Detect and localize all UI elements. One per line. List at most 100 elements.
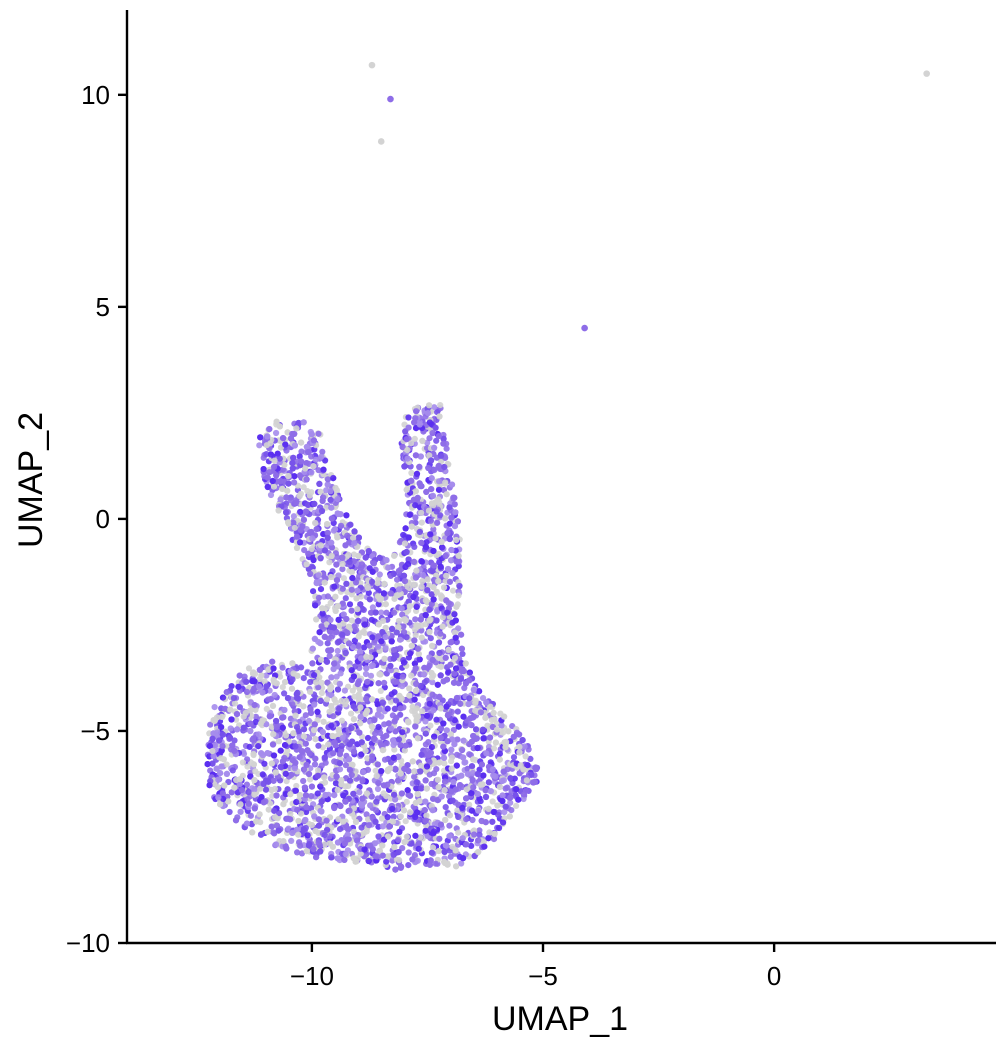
cell-point (396, 586, 403, 593)
cell-point (489, 818, 496, 825)
cell-point (413, 408, 420, 415)
cell-point (314, 790, 321, 797)
cell-point (378, 815, 386, 822)
cell-point (243, 820, 251, 827)
cell-point (270, 665, 277, 672)
cell-point (340, 611, 347, 618)
cell-point (328, 722, 335, 729)
cell-point (324, 521, 331, 528)
cell-point (422, 777, 429, 784)
cell-point (250, 750, 257, 758)
cell-point (401, 747, 408, 754)
cell-point (338, 777, 345, 784)
cell-point (377, 729, 384, 737)
cell-point (426, 402, 433, 409)
cell-point (251, 786, 258, 793)
cell-point (472, 699, 479, 707)
cell-points (204, 402, 541, 873)
cell-point (403, 436, 410, 443)
cell-point (405, 534, 412, 541)
cell-point (288, 837, 295, 845)
cell-point (272, 814, 279, 821)
cell-point (466, 677, 473, 684)
cell-point (337, 670, 344, 677)
cell-point (450, 726, 457, 734)
cell-point (293, 544, 301, 552)
cell-point (346, 601, 354, 608)
cell-point (450, 587, 457, 594)
cell-point (454, 807, 461, 814)
cell-point (206, 743, 214, 750)
cell-point (361, 621, 368, 628)
cell-point (433, 766, 440, 773)
cell-point (458, 645, 465, 652)
cell-point (379, 747, 386, 754)
cell-point (365, 548, 372, 555)
cell-point (330, 475, 337, 482)
cell-point (439, 544, 446, 551)
cell-point (520, 791, 528, 798)
cell-point (402, 525, 409, 532)
cell-point (530, 779, 537, 786)
cell-point (375, 723, 382, 731)
cell-point (452, 634, 459, 641)
cell-point (249, 736, 256, 743)
cell-point (404, 787, 411, 794)
cell-point (369, 753, 376, 760)
cell-point (391, 552, 398, 559)
cell-point (217, 770, 224, 777)
cell-point (522, 753, 529, 760)
cell-point (287, 497, 294, 504)
cell-point (468, 842, 475, 850)
cell-point (337, 826, 344, 833)
cell-point (408, 672, 415, 679)
cell-point (418, 509, 425, 516)
cell-point (519, 737, 526, 744)
cell-point (451, 629, 458, 636)
cell-point (391, 844, 398, 851)
cell-point (405, 862, 412, 869)
cell-point (376, 706, 383, 713)
cell-point (430, 584, 437, 591)
cell-point (356, 649, 364, 656)
cell-point (308, 545, 315, 553)
cell-point (316, 480, 323, 487)
cell-point (395, 836, 402, 844)
cell-point (311, 761, 319, 768)
cell-point (385, 833, 392, 840)
cell-point (251, 777, 258, 784)
cell-point (220, 756, 227, 763)
cell-point (336, 705, 343, 713)
cell-point (230, 695, 237, 702)
cell-point (307, 706, 314, 713)
cell-point (318, 689, 325, 697)
cell-point (413, 705, 420, 712)
cell-point (237, 808, 244, 815)
cell-point (315, 684, 322, 691)
cell-point (408, 440, 415, 447)
cell-point (379, 852, 386, 859)
cell-point (401, 839, 408, 846)
cell-point (282, 679, 289, 686)
cell-point (429, 492, 437, 499)
cell-point (317, 488, 324, 495)
cell-point (283, 494, 290, 501)
cell-point (490, 808, 497, 816)
cell-point (516, 770, 523, 777)
cell-point (307, 529, 314, 536)
cell-point (410, 593, 417, 601)
cell-point (381, 756, 389, 763)
cell-point (313, 616, 320, 623)
cell-point (524, 762, 531, 769)
cell-point (343, 697, 350, 705)
cell-point (260, 799, 267, 806)
cell-point (336, 766, 344, 773)
cell-point (361, 846, 368, 853)
cell-point (350, 855, 357, 862)
cell-point (459, 650, 466, 658)
cell-point (343, 580, 350, 587)
cell-point (388, 638, 395, 645)
cell-point (451, 501, 458, 508)
cell-point (500, 819, 507, 826)
cell-point (231, 784, 238, 791)
